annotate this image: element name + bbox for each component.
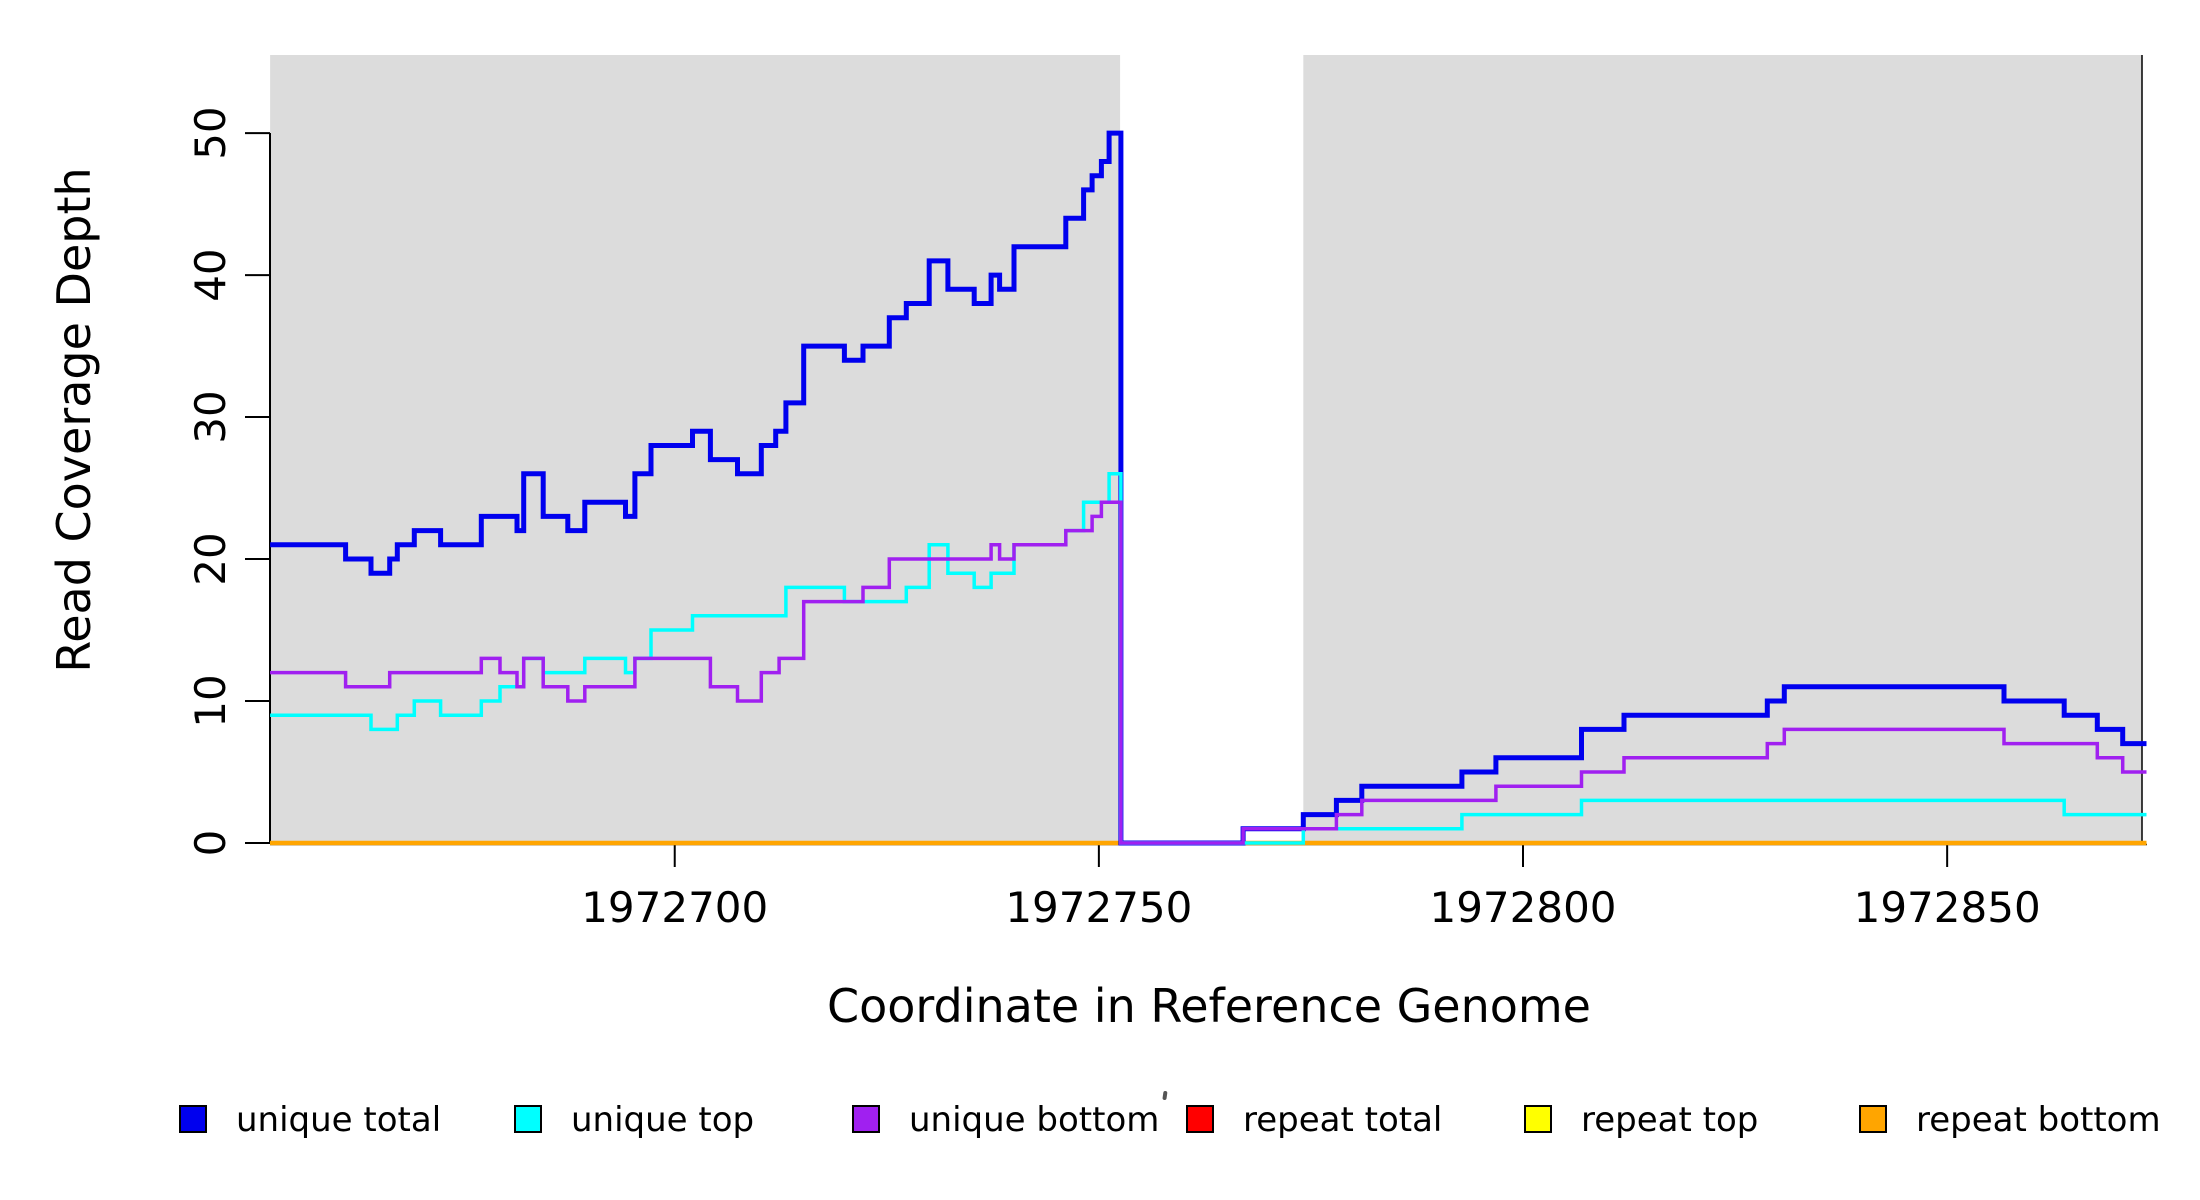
legend-item-repeat-top: repeat top [1524, 1100, 1758, 1140]
legend-label-repeat-total: repeat total [1243, 1100, 1442, 1140]
legend-swatch-repeat-top [1524, 1105, 1552, 1133]
series-unique-total [270, 130, 2147, 846]
legend-label-repeat-top: repeat top [1581, 1100, 1758, 1140]
legend: unique total unique top unique bottom repea… [179, 1100, 2161, 1140]
legend-label-unique-bottom: unique bottom [909, 1100, 1159, 1140]
legend-label-repeat-bottom: repeat bottom [1916, 1100, 2161, 1140]
legend-item-unique-bottom: unique bottom [852, 1100, 1159, 1140]
y-axis-title: Read Coverage Depth [47, 167, 101, 672]
series-unique-bottom [270, 500, 2147, 845]
y-tick-label-20: 20 [186, 532, 235, 585]
y-axis-ticks: 0 10 20 30 40 50 [186, 106, 270, 856]
legend-item-unique-total: unique total [179, 1100, 441, 1140]
x-tick-label-1972700: 1972700 [581, 883, 768, 932]
x-axis-title: Coordinate in Reference Genome [827, 979, 1591, 1033]
y-tick-label-10: 10 [186, 674, 235, 727]
coverage-step-lines [270, 130, 2147, 846]
y-tick-label-40: 40 [186, 248, 235, 301]
legend-swatch-unique-total [179, 1105, 207, 1133]
legend-item-repeat-total: repeat total [1186, 1100, 1442, 1140]
stray-mark [1162, 1091, 1168, 1100]
axes: 1972700 1972750 1972800 1972850 0 10 20 30 40 50 [186, 55, 2147, 932]
x-tick-label-1972800: 1972800 [1429, 883, 1616, 932]
y-tick-label-30: 30 [186, 390, 235, 443]
legend-item-unique-top: unique top [514, 1100, 754, 1140]
x-tick-label-1972750: 1972750 [1005, 883, 1192, 932]
legend-swatch-repeat-bottom [1859, 1105, 1887, 1133]
x-axis-ticks: 1972700 1972750 1972800 1972850 [581, 843, 2041, 932]
legend-label-unique-total: unique total [236, 1100, 441, 1140]
legend-item-repeat-bottom: repeat bottom [1859, 1100, 2161, 1140]
y-tick-label-0: 0 [186, 830, 235, 857]
shaded-region-2 [1303, 55, 2143, 843]
shaded-genome-regions [270, 55, 2143, 843]
y-tick-label-50: 50 [186, 106, 235, 159]
legend-swatch-repeat-total [1186, 1105, 1214, 1133]
legend-label-unique-top: unique top [571, 1100, 754, 1140]
legend-swatch-unique-bottom [852, 1105, 880, 1133]
legend-swatch-unique-top [514, 1105, 542, 1133]
x-tick-label-1972850: 1972850 [1854, 883, 2041, 932]
shaded-region-1 [270, 55, 1121, 843]
